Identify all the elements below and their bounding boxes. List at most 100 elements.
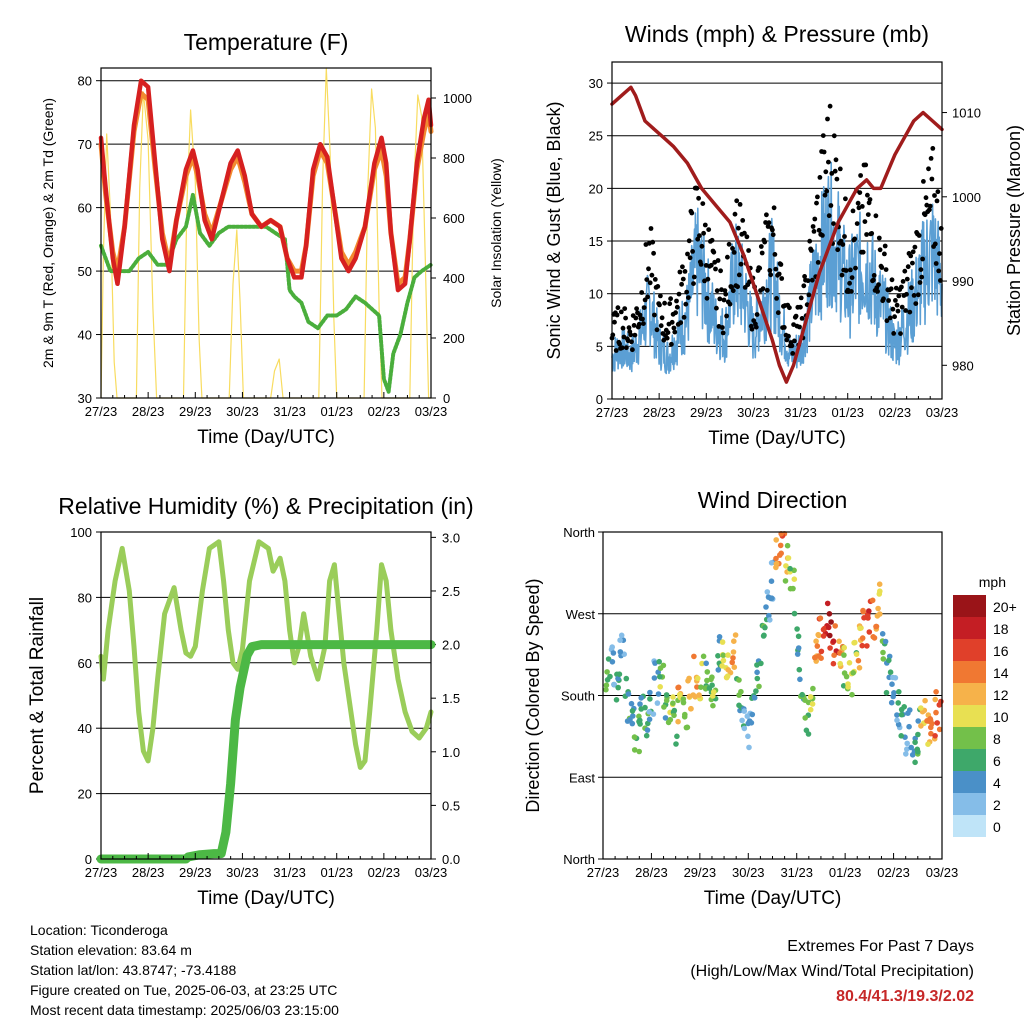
gust-point xyxy=(787,305,792,311)
x-axis-label: Time (Day/UTC) xyxy=(708,428,846,449)
gust-point xyxy=(792,338,797,344)
legend-label: 10 xyxy=(993,709,1009,725)
gust-point xyxy=(764,212,769,218)
gust-point xyxy=(905,264,911,270)
direction-point xyxy=(730,655,736,661)
gust-point xyxy=(890,306,896,312)
gust-point xyxy=(646,266,651,272)
gust-point xyxy=(636,321,642,327)
legend-swatch xyxy=(953,771,986,793)
direction-point xyxy=(662,715,669,721)
gust-point xyxy=(876,282,881,288)
direction-point xyxy=(915,718,921,724)
gust-point xyxy=(669,341,674,347)
direction-point xyxy=(938,698,944,705)
station-elevation: Station elevation: 83.64 m xyxy=(30,942,192,958)
x-tick-label: 30/23 xyxy=(737,405,770,420)
x-tick-label: 29/23 xyxy=(684,865,717,880)
direction-point xyxy=(864,613,871,619)
gust-point xyxy=(648,226,654,231)
gust-point xyxy=(817,175,823,180)
gust-point xyxy=(631,323,637,328)
gust-point xyxy=(679,281,684,287)
legend-swatch xyxy=(953,793,986,815)
gust-point xyxy=(919,274,925,280)
gust-point xyxy=(934,198,940,204)
direction-point xyxy=(688,705,694,712)
x-tick-label: 29/23 xyxy=(179,865,212,880)
gust-point xyxy=(926,166,931,172)
gust-point xyxy=(843,268,849,273)
gust-point xyxy=(786,333,791,339)
gust-point xyxy=(673,310,678,316)
direction-point xyxy=(709,682,715,688)
gust-point xyxy=(730,246,735,251)
direction-point xyxy=(703,660,709,667)
gust-point xyxy=(909,285,914,291)
gust-point xyxy=(762,239,768,245)
y-tick-label: 30 xyxy=(78,391,92,406)
gust-point xyxy=(806,292,812,298)
gust-point xyxy=(705,276,711,282)
direction-point xyxy=(745,733,751,740)
gust-point xyxy=(913,301,919,306)
speed-legend: mph 0 2 4 6 8 10 12 14 16 18 20+ xyxy=(953,574,1017,837)
chart-humidity: 0 20 40 60 80 100 0.0 0.5 1.0 1.5 2.0 2.5 3.0 Percent… xyxy=(27,493,474,909)
gust-point xyxy=(871,277,876,283)
gust-point xyxy=(678,320,684,326)
direction-point xyxy=(883,689,890,696)
gust-point xyxy=(727,301,733,307)
direction-point xyxy=(663,692,670,698)
x-tick-label: 03/23 xyxy=(926,405,959,420)
gust-point xyxy=(757,265,763,271)
gust-point xyxy=(930,146,936,151)
gust-point xyxy=(849,275,855,280)
direction-point xyxy=(852,639,858,646)
direction-point xyxy=(830,660,837,667)
gust-point xyxy=(865,212,871,218)
gust-point xyxy=(867,197,873,202)
direction-point xyxy=(637,701,643,707)
gust-point xyxy=(623,315,628,321)
direction-point xyxy=(756,683,762,690)
legend-swatch xyxy=(953,705,986,727)
direction-point xyxy=(651,675,658,681)
gust-point xyxy=(912,244,918,250)
gust-point xyxy=(687,255,693,261)
gust-point xyxy=(694,185,700,191)
y-tick-label: South xyxy=(561,689,595,704)
direction-point xyxy=(805,731,812,737)
direction-point xyxy=(809,701,816,707)
direction-point xyxy=(764,589,771,595)
direction-point xyxy=(850,670,856,676)
direction-point xyxy=(818,648,825,655)
direction-point xyxy=(816,632,822,639)
direction-point xyxy=(671,712,677,719)
direction-point xyxy=(629,708,636,714)
direction-point xyxy=(720,657,727,664)
direction-point xyxy=(901,704,907,710)
gust-point xyxy=(618,309,624,315)
direction-point xyxy=(748,720,755,726)
direction-point xyxy=(888,699,895,706)
gust-point xyxy=(826,213,832,219)
y-tick-label: 80 xyxy=(78,74,92,89)
direction-point xyxy=(874,613,881,619)
gust-point xyxy=(839,272,845,278)
direction-point xyxy=(768,560,775,566)
y2-tick-label: 3.0 xyxy=(442,530,460,545)
y-tick-label: 20 xyxy=(589,181,603,196)
gust-point xyxy=(677,269,683,275)
x-tick-label: 01/23 xyxy=(831,405,864,420)
gust-point xyxy=(735,284,740,290)
x-tick-label: 02/23 xyxy=(879,405,912,420)
direction-point xyxy=(696,692,702,698)
gust-point xyxy=(935,189,941,195)
x-tick-label: 28/23 xyxy=(132,865,165,880)
direction-point xyxy=(636,748,642,755)
direction-point xyxy=(908,744,914,751)
direction-point xyxy=(843,673,850,680)
gust-point xyxy=(865,192,870,198)
gust-point xyxy=(881,296,886,302)
gust-point xyxy=(936,268,942,274)
